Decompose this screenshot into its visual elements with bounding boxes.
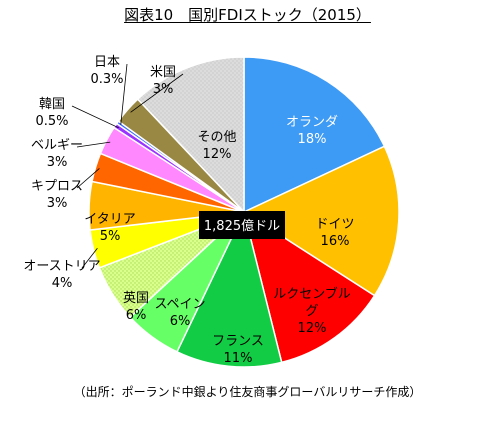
svg-text:日本0.3%: 日本 0.3% — [90, 55, 123, 87]
slice-label: ベルギー — [31, 138, 83, 153]
center-label: 1,825億ドル — [199, 211, 285, 239]
slice-label: ルクセンブル — [273, 286, 351, 302]
leader-line — [76, 141, 111, 148]
slice-value-label: 16% — [321, 234, 350, 249]
leader-line — [81, 247, 98, 269]
slice-label: スペイン — [154, 297, 205, 312]
leader-line — [130, 73, 184, 113]
slice-value-label: 3% — [47, 196, 68, 211]
slice-label: キプロス — [31, 179, 83, 194]
leader-line — [76, 168, 100, 189]
chart-title: 図表10 国別FDIストック（2015） — [124, 6, 371, 24]
svg-text:米国3%: 米国 3% — [150, 65, 176, 97]
slice-labels: オランダ 18% ドイツ 16% ルクセンブルグ 12% フランス 11% スペイン 6% 英国 6%… — [23, 55, 354, 366]
slice-label: イタリア — [84, 212, 135, 227]
slice-label: 日本 — [94, 55, 120, 70]
slice-label: その他 — [197, 130, 236, 145]
slice-label: オランダ — [286, 115, 338, 130]
slice-value-label: 18% — [298, 132, 327, 147]
slice-value-label: 6% — [170, 314, 191, 329]
svg-text:韓国0.5%: 韓国 0.5% — [35, 97, 68, 129]
source-note: （出所：ポーランド中銀より住友商事グローバルリサーチ作成） — [73, 385, 422, 399]
slice-value-label: 0.5% — [35, 114, 68, 129]
pie-slice — [175, 209, 283, 368]
slice-value-label: 12% — [203, 147, 232, 162]
leader-line — [71, 105, 119, 129]
leader-lines — [71, 63, 184, 269]
slice-label: ドイツ — [315, 217, 354, 232]
pie-slice — [136, 56, 245, 214]
slice-label: オーストリア — [23, 259, 100, 274]
slice-label: 英国 — [123, 291, 149, 306]
slice-label: 米国 — [150, 65, 176, 80]
slice-value-label: 3% — [47, 155, 68, 170]
slice-label: フランス — [212, 334, 264, 349]
pie-slice — [243, 56, 386, 214]
pie-slice — [242, 210, 376, 364]
total-label: 1,825億ドル — [204, 218, 280, 234]
slice-label: グ — [305, 304, 318, 319]
slice-value-label: 11% — [224, 351, 253, 366]
slice-value-label: 6% — [126, 308, 147, 323]
svg-text:英国6%: 英国 6% — [123, 291, 149, 323]
slice-value-label: 12% — [298, 321, 327, 336]
slice-value-label: 0.3% — [90, 72, 123, 87]
slice-value-label: 3% — [153, 82, 174, 97]
slice-label: 韓国 — [39, 97, 65, 112]
slice-value-label: 4% — [52, 276, 73, 291]
leader-line — [120, 63, 128, 125]
slice-value-label: 5% — [100, 229, 121, 244]
pie-slice — [242, 145, 400, 297]
